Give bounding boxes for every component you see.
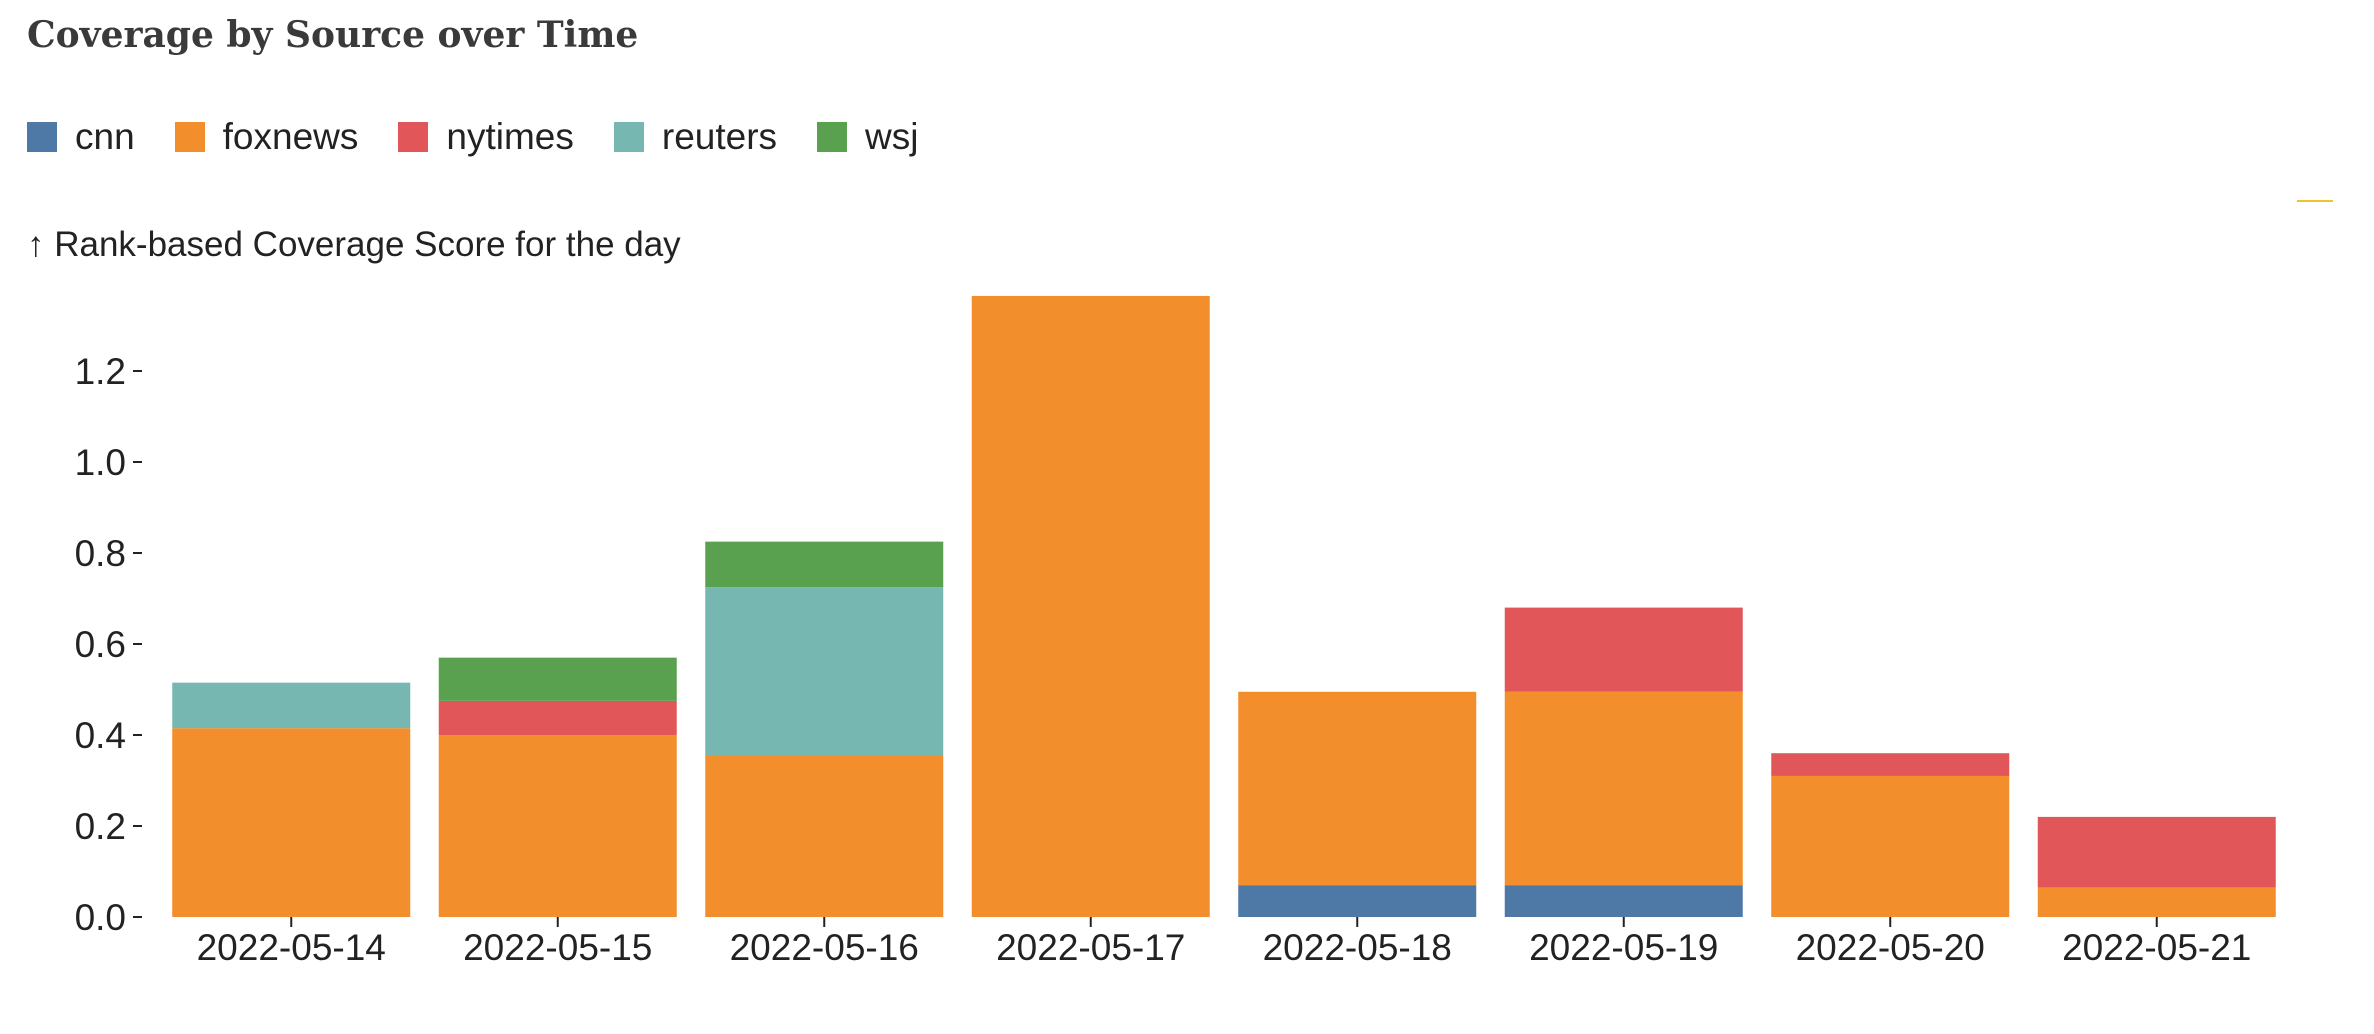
legend-label-reuters: reuters: [661, 116, 778, 157]
bar-segment-foxnews-2022-05-14: [172, 728, 411, 917]
bar-segment-nytimes-2022-05-19: [1504, 607, 1743, 692]
accent-mark: [2297, 200, 2333, 202]
x-tick-label: 2022-05-21: [2062, 927, 2251, 968]
x-tick-label: 2022-05-15: [463, 927, 652, 968]
x-tick-label: 2022-05-16: [730, 927, 919, 968]
x-tick-label: 2022-05-14: [197, 927, 386, 968]
bar-segment-nytimes-2022-05-15: [438, 700, 677, 735]
bar-segment-wsj-2022-05-16: [705, 541, 944, 588]
bar-segment-foxnews-2022-05-18: [1238, 691, 1477, 886]
chart-title: Coverage by Source over Time: [27, 14, 639, 56]
bar-segment-foxnews-2022-05-21: [2037, 887, 2276, 917]
bar-segment-foxnews-2022-05-17: [971, 295, 1210, 917]
legend-item-wsj: wsj: [817, 116, 918, 158]
x-tick-label: 2022-05-20: [1796, 927, 1985, 968]
legend-item-foxnews: foxnews: [174, 116, 359, 158]
legend-item-nytimes: nytimes: [398, 116, 574, 158]
x-tick-label: 2022-05-18: [1263, 927, 1452, 968]
y-tick-label: 0.0: [75, 897, 126, 938]
x-tick-label: 2022-05-17: [996, 927, 1185, 968]
y-axis-label: ↑ Rank-based Coverage Score for the day: [27, 225, 681, 264]
legend-item-cnn: cnn: [27, 116, 135, 158]
bar-segment-reuters-2022-05-16: [705, 587, 944, 756]
legend-swatch-nytimes: [398, 122, 429, 152]
y-tick-label: 0.6: [75, 624, 126, 665]
bar-segment-cnn-2022-05-18: [1238, 885, 1477, 917]
bar-segment-wsj-2022-05-15: [438, 657, 677, 701]
y-axis: 0.0 0.2 0.4 0.6 0.8 1.0 1.2: [75, 351, 142, 938]
y-tick-label: 1.2: [75, 351, 126, 392]
x-tick-label: 2022-05-19: [1529, 927, 1718, 968]
legend-label-nytimes: nytimes: [446, 116, 574, 157]
bars: [172, 295, 2276, 917]
y-tick-label: 0.2: [75, 806, 126, 847]
legend-swatch-foxnews: [174, 122, 205, 152]
bar-segment-cnn-2022-05-19: [1504, 885, 1743, 917]
y-tick-label: 0.4: [75, 715, 126, 756]
legend-label-cnn: cnn: [75, 116, 135, 157]
legend-label-wsj: wsj: [865, 116, 919, 157]
legend: cnn foxnews nytimes reuters wsj: [27, 112, 958, 162]
bar-segment-foxnews-2022-05-15: [438, 735, 677, 917]
y-tick-label: 1.0: [75, 442, 126, 483]
bar-segment-nytimes-2022-05-20: [1771, 753, 2010, 776]
y-tick-label: 0.8: [75, 533, 126, 574]
bar-segment-nytimes-2022-05-21: [2037, 816, 2276, 888]
legend-label-foxnews: foxnews: [222, 116, 359, 157]
bar-segment-foxnews-2022-05-20: [1771, 775, 2010, 917]
bar-segment-foxnews-2022-05-19: [1504, 691, 1743, 886]
legend-swatch-wsj: [817, 122, 848, 152]
bar-segment-reuters-2022-05-14: [172, 682, 411, 729]
legend-swatch-reuters: [613, 122, 644, 152]
bar-segment-foxnews-2022-05-16: [705, 755, 944, 917]
legend-item-reuters: reuters: [613, 116, 778, 158]
legend-swatch-cnn: [27, 122, 57, 152]
x-axis: 2022-05-14 2022-05-15 2022-05-16 2022-05-17…: [197, 917, 2251, 968]
